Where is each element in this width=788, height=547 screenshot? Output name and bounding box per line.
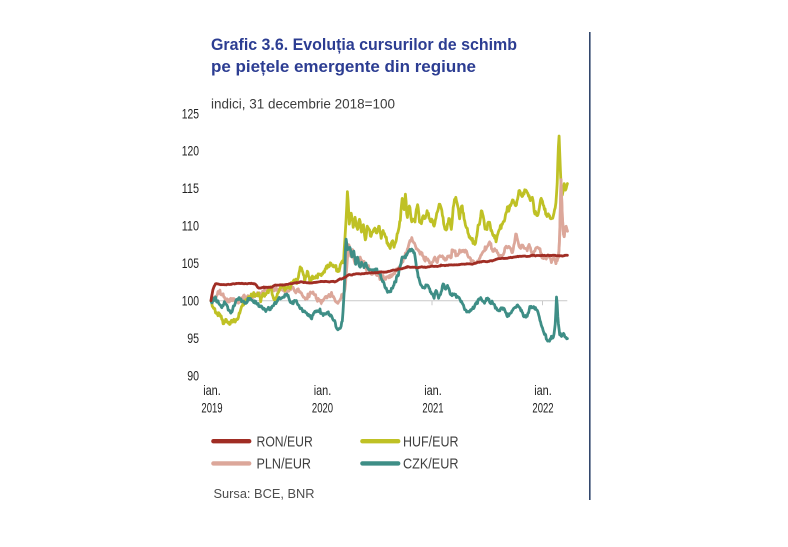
svg-text:ian.: ian.: [314, 383, 332, 398]
svg-text:115: 115: [182, 181, 200, 196]
svg-text:PLN/EUR: PLN/EUR: [257, 457, 312, 473]
svg-text:pe piețele emergente din regiu: pe piețele emergente din regiune: [211, 57, 476, 76]
svg-text:2020: 2020: [312, 401, 333, 416]
svg-text:100: 100: [182, 294, 200, 309]
svg-text:indici, 31 decembrie 2018=100: indici, 31 decembrie 2018=100: [211, 97, 395, 112]
svg-text:Sursa: BCE, BNR: Sursa: BCE, BNR: [214, 486, 315, 501]
svg-text:95: 95: [187, 331, 199, 346]
svg-text:125: 125: [182, 106, 200, 121]
svg-text:110: 110: [182, 219, 200, 234]
svg-text:RON/EUR: RON/EUR: [257, 434, 313, 450]
svg-text:ian.: ian.: [534, 383, 552, 398]
svg-text:105: 105: [182, 256, 200, 271]
svg-text:ian.: ian.: [203, 383, 221, 398]
svg-text:2022: 2022: [532, 401, 553, 416]
svg-text:Grafic 3.6. Evoluția cursurilo: Grafic 3.6. Evoluția cursurilor de schim…: [211, 35, 517, 54]
svg-text:HUF/EUR: HUF/EUR: [403, 434, 459, 450]
svg-text:CZK/EUR: CZK/EUR: [403, 457, 459, 473]
svg-text:ian.: ian.: [424, 383, 442, 398]
svg-text:2021: 2021: [422, 401, 443, 416]
svg-text:90: 90: [187, 368, 199, 383]
svg-text:2019: 2019: [201, 401, 222, 416]
svg-text:120: 120: [182, 144, 200, 159]
